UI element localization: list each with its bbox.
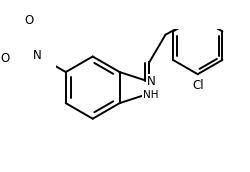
Text: N: N (33, 49, 42, 62)
Text: NH: NH (143, 90, 158, 100)
Text: Cl: Cl (192, 79, 203, 92)
Text: O: O (25, 14, 34, 28)
Text: N: N (147, 75, 156, 88)
Text: O: O (0, 52, 9, 65)
